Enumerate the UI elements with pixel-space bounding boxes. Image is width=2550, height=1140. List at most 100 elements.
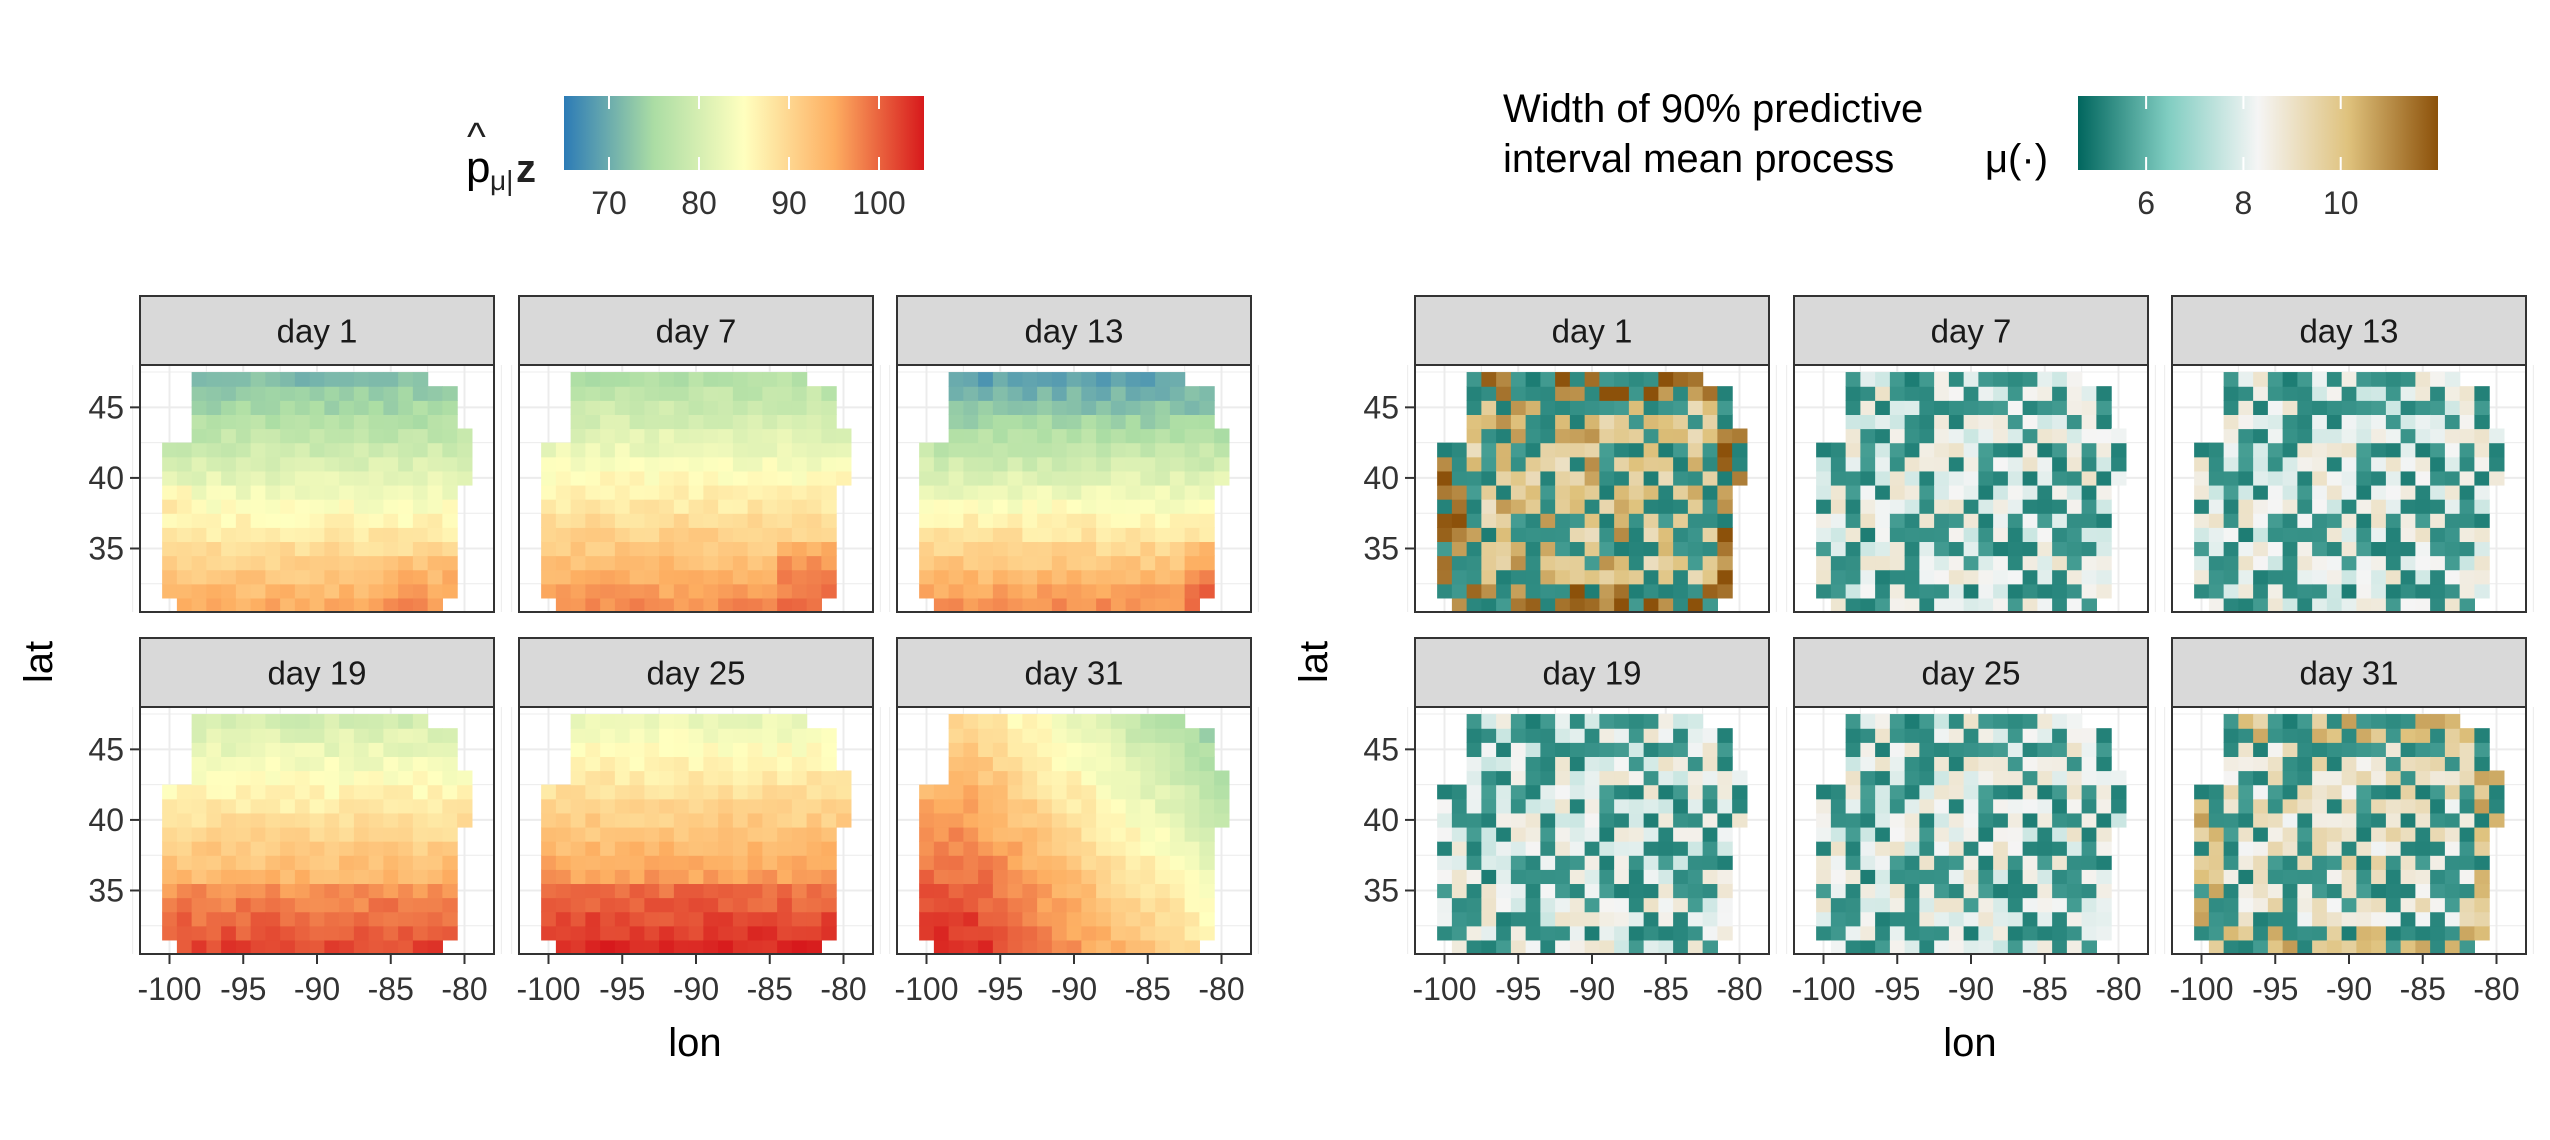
heatmap-cell — [250, 883, 266, 899]
heatmap-cell — [1904, 770, 1920, 786]
heatmap-cell — [1081, 883, 1097, 899]
heatmap-cell — [1481, 428, 1497, 444]
heatmap-cell — [221, 756, 237, 772]
heatmap-cell — [1555, 812, 1571, 828]
heatmap-cell — [762, 756, 778, 772]
heatmap-cell — [2238, 855, 2254, 870]
heatmap-cell — [1904, 569, 1920, 585]
heatmap-cell — [2474, 869, 2490, 885]
heatmap-cell — [1051, 756, 1068, 772]
heatmap-cell — [2194, 541, 2210, 557]
heatmap-cell — [688, 756, 704, 772]
heatmap-cell — [162, 456, 178, 472]
heatmap-cell — [2385, 513, 2402, 528]
heatmap-cell — [1993, 798, 2009, 814]
heatmap-cell — [368, 597, 384, 613]
heatmap-cell — [2356, 527, 2372, 543]
heatmap-cell — [919, 925, 935, 941]
heatmap-cell — [2400, 742, 2416, 757]
heatmap-cell — [978, 583, 994, 599]
heatmap-cell — [339, 784, 355, 800]
heatmap-cell — [1184, 569, 1200, 585]
heatmap-cell — [1199, 442, 1215, 458]
heatmap-cell — [2238, 583, 2254, 599]
heatmap-cell — [644, 527, 660, 543]
heatmap-cell — [265, 784, 281, 800]
heatmap-cell — [368, 513, 384, 528]
heatmap-cell — [600, 541, 616, 557]
heatmap-cell — [1096, 484, 1112, 500]
heatmap-cell — [1816, 442, 1832, 458]
heatmap-cell — [1687, 513, 1704, 528]
heatmap-cell — [2400, 442, 2416, 458]
heatmap-cell — [2371, 826, 2387, 842]
heatmap-cell — [1584, 456, 1600, 472]
heatmap-cell — [718, 513, 734, 528]
heatmap-cell — [1184, 583, 1200, 599]
heatmap-cell — [644, 756, 660, 772]
heatmap-cell — [1978, 826, 1994, 842]
heatmap-cell — [2238, 386, 2254, 401]
heatmap-cell — [309, 513, 325, 528]
heatmap-cell — [1510, 527, 1527, 543]
heatmap-cell — [1125, 400, 1141, 415]
heatmap-cell — [221, 826, 237, 842]
heatmap-cell — [2037, 784, 2053, 800]
heatmap-cell — [1816, 470, 1832, 486]
facet-strip — [139, 295, 495, 366]
heatmap-cell — [1051, 456, 1068, 472]
heatmap-cell — [280, 728, 296, 743]
heatmap-cell — [1816, 513, 1832, 528]
heatmap-cell — [206, 883, 222, 899]
heatmap-cell — [294, 442, 311, 458]
heatmap-cell — [221, 869, 237, 885]
heatmap-cell — [1184, 513, 1200, 528]
heatmap-cell — [1584, 911, 1600, 927]
heatmap-cell — [1948, 756, 1965, 772]
heatmap-cell — [1169, 569, 1186, 585]
heatmap-cell — [718, 855, 734, 870]
heatmap-cell — [821, 925, 837, 941]
heatmap-cell — [1481, 770, 1497, 786]
heatmap-cell — [1555, 869, 1571, 885]
heatmap-cell — [2459, 400, 2475, 415]
heatmap-cell — [1569, 442, 1586, 458]
heatmap-cell — [1525, 911, 1541, 927]
heatmap-cell — [1510, 812, 1527, 828]
heatmap-cell — [1948, 456, 1965, 472]
heatmap-cell — [703, 569, 719, 585]
heatmap-cell — [2208, 826, 2225, 842]
heatmap-cell — [265, 897, 281, 913]
heatmap-cell — [1051, 826, 1068, 842]
heatmap-cell — [718, 925, 734, 941]
heatmap-cell — [1919, 541, 1935, 557]
heatmap-cell — [992, 883, 1009, 899]
heatmap-cell — [1051, 869, 1068, 885]
heatmap-cell — [250, 555, 266, 571]
facet-strip-label: day 7 — [1931, 313, 2012, 350]
heatmap-cell — [2007, 569, 2024, 585]
heatmap-cell — [1155, 386, 1171, 401]
heatmap-cell — [718, 428, 734, 444]
heatmap-cell — [718, 527, 734, 543]
heatmap-cell — [1481, 442, 1497, 458]
heatmap-cell — [703, 372, 719, 387]
heatmap-cell — [1643, 414, 1659, 430]
heatmap-cell — [162, 869, 178, 885]
heatmap-cell — [2297, 897, 2313, 913]
heatmap-cell — [963, 499, 979, 514]
heatmap-cell — [2267, 499, 2284, 514]
heatmap-cell — [1184, 728, 1200, 743]
heatmap-cell — [1599, 400, 1615, 415]
heatmap-cell — [1948, 826, 1965, 842]
heatmap-cell — [821, 841, 837, 856]
heatmap-cell — [732, 812, 749, 828]
heatmap-cell — [1599, 442, 1615, 458]
heatmap-cell — [1643, 470, 1659, 486]
heatmap-cell — [1860, 869, 1876, 885]
heatmap-cell — [280, 798, 296, 814]
heatmap-cell — [2430, 555, 2446, 571]
heatmap-cell — [1081, 714, 1097, 729]
heatmap-cell — [1525, 798, 1541, 814]
heatmap-cell — [280, 569, 296, 585]
